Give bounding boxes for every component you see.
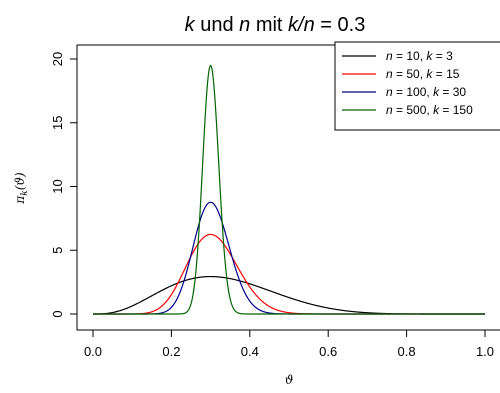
x-axis-label: ϑ — [285, 373, 294, 387]
y-label-pi: π — [13, 195, 27, 205]
y-tick-label: 5 — [50, 247, 65, 254]
legend-label-part: k — [426, 49, 433, 63]
legend-box — [334, 41, 500, 131]
legend-label-part: k — [426, 67, 433, 81]
y-tick-label: 15 — [50, 116, 65, 130]
title-n: n — [239, 14, 250, 36]
legend-label-part: k — [433, 103, 440, 117]
series-line-n10 — [93, 275, 485, 315]
y-tick-label: 20 — [50, 52, 65, 66]
x-tick-label: 0.2 — [162, 344, 180, 359]
x-tick-label: 0.0 — [84, 344, 102, 359]
series-line-n50 — [93, 233, 485, 315]
y-tick-label: 0 — [50, 310, 65, 317]
y-label-sub: k — [20, 190, 30, 195]
title-mid2: mit — [250, 14, 288, 36]
chart-title: k und n mit k/n = 0.3 — [185, 14, 366, 36]
legend-label-part: = 50, — [393, 67, 427, 81]
title-mid1: und — [195, 14, 239, 36]
legend-label-part: = 30 — [439, 85, 466, 99]
legend-label-part: = 15 — [432, 67, 459, 81]
x-axis: 0.0 0.2 0.4 0.6 0.8 1.0 — [84, 329, 494, 359]
y-label-arg: (ϑ) — [13, 172, 27, 190]
legend-label-n10: n = 10, k = 3 — [386, 49, 453, 63]
legend-label-part: = 100, — [393, 85, 433, 99]
y-tick-label: 10 — [50, 179, 65, 193]
series-line-n500 — [93, 64, 485, 315]
legend-label-n100: n = 100, k = 30 — [386, 85, 466, 99]
x-tick-label: 0.8 — [398, 344, 416, 359]
legend-label-part: = 3 — [432, 49, 453, 63]
x-tick-label: 1.0 — [476, 344, 494, 359]
legend-label-part: n — [386, 67, 393, 81]
legend-label-part: = 150 — [439, 103, 473, 117]
x-tick-label: 0.4 — [241, 344, 259, 359]
series-lines — [93, 64, 485, 315]
legend-label-part: n — [386, 85, 393, 99]
legend-label-n500: n = 500, k = 150 — [386, 103, 473, 117]
y-axis: 0 5 10 15 20 — [50, 52, 78, 318]
y-axis-label: πk(ϑ) — [13, 172, 30, 205]
legend-label-part: k — [433, 85, 440, 99]
legend-label-n50: n = 50, k = 15 — [386, 67, 460, 81]
legend-label-part: = 10, — [393, 49, 427, 63]
legend-label-part: n — [386, 103, 393, 117]
title-ratio: k/n — [288, 14, 315, 36]
title-k: k — [185, 14, 196, 36]
title-post: = 0.3 — [315, 14, 366, 36]
legend-label-part: = 500, — [393, 103, 433, 117]
legend-label-part: n — [386, 49, 393, 63]
legend: n = 10, k = 3n = 50, k = 15n = 100, k = … — [334, 41, 500, 131]
x-tick-label: 0.6 — [319, 344, 337, 359]
